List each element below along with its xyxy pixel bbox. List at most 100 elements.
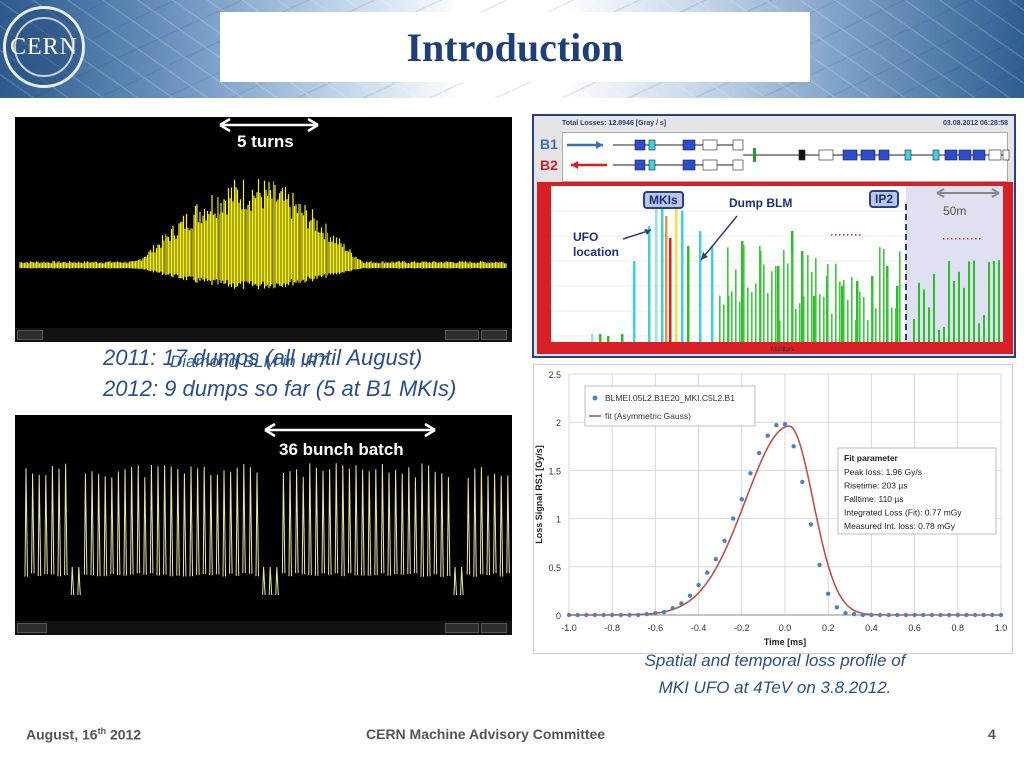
blm-bar (771, 271, 773, 342)
data-point (575, 612, 580, 618)
scope1-caption: Diamond BLM in IR7 (170, 352, 327, 371)
footer-center: CERN Machine Advisory Committee (366, 726, 606, 742)
mkis-label: MKIs (643, 191, 684, 209)
b2-arrowhead (571, 161, 578, 169)
dump-blm-arrow (700, 215, 738, 261)
data-point (808, 522, 814, 527)
threshold-dot (831, 234, 833, 236)
lattice-element (988, 149, 1002, 161)
lattice-element (732, 159, 744, 171)
blm-bar (661, 204, 664, 342)
y-tick-label: 2.5 (548, 370, 561, 380)
data-point (739, 497, 744, 502)
blm-bar (953, 281, 955, 342)
scope1-waveform (19, 117, 507, 302)
header-banner: CERN Introduction (0, 0, 1024, 98)
blm-xlabel: Monitors (771, 347, 795, 353)
lattice-element (634, 159, 646, 171)
fit-parameter-line: Falltime: 110 µs (844, 494, 904, 504)
blm-bar (665, 216, 668, 342)
blm-bar (913, 318, 915, 342)
lattice-element (732, 139, 744, 151)
lattice-element (634, 139, 646, 151)
blm-bar (968, 261, 970, 342)
fit-parameter-title: Fit parameter (844, 453, 899, 463)
blm-header: Total Losses: 12.8946 [Gray / s] 03.08.2… (562, 120, 1008, 130)
data-point (627, 612, 632, 618)
blm-bar (719, 295, 721, 342)
data-point (912, 612, 917, 618)
blm-bar (803, 296, 805, 342)
data-point (929, 612, 935, 618)
blm-bar (699, 231, 702, 342)
blm-bar (963, 287, 965, 342)
threshold-dot (967, 238, 969, 240)
threshold-dot (955, 238, 957, 240)
y-tick-label: 0.5 (548, 563, 561, 573)
data-point (756, 450, 762, 456)
ufo-location-label: UFO location (573, 230, 620, 259)
lattice-element (648, 139, 656, 151)
x-tick-label: 0.4 (865, 623, 878, 633)
blm-bar (958, 271, 960, 342)
lattice-element (682, 159, 696, 171)
legend-label-fit: fit (Asymmetric Gauss) (605, 411, 691, 421)
blm-bar (779, 320, 781, 342)
stats-line-2011: 2011: 17 dumps (all until August) (103, 345, 423, 370)
blm-bar (723, 304, 725, 342)
lattice-element (878, 149, 890, 161)
lattice-element (702, 159, 718, 171)
blm-bar (807, 254, 809, 342)
blm-bar (743, 245, 745, 342)
data-point (782, 421, 788, 427)
data-point (635, 612, 641, 618)
threshold-dot (975, 238, 977, 240)
blm-bar (933, 273, 935, 342)
data-point (765, 433, 770, 438)
blm-bar (741, 241, 744, 342)
threshold-dot (835, 234, 837, 236)
blm-bar (747, 287, 749, 342)
oscilloscope-trace-batch (15, 415, 512, 635)
beam2-label: B2 (540, 157, 558, 173)
x-tick-label: -0.4 (691, 623, 707, 633)
lattice-element (682, 139, 696, 151)
lattice-element (842, 149, 858, 161)
blm-bar (835, 263, 837, 342)
blm-bar (759, 245, 761, 342)
blm-bar (787, 263, 789, 342)
blm-bar (948, 261, 950, 342)
blm-bar (783, 250, 785, 342)
threshold-dot (979, 238, 981, 240)
x-axis-label: Time [ms] (764, 637, 806, 647)
lattice-element (860, 149, 876, 161)
lattice-element (1002, 149, 1010, 161)
blm-bar (731, 291, 733, 342)
fit-parameter-line: Integrated Loss (Fit): 0.77 mGy (844, 508, 962, 518)
blm-bar (973, 260, 975, 342)
blm-bar (879, 247, 881, 342)
blm-bar-plot: MKIs Dump BLM IP2 50m UFO location Monit… (551, 186, 1003, 353)
data-point (730, 516, 736, 521)
data-point (670, 606, 675, 611)
threshold-dot (851, 234, 853, 236)
blm-bar (777, 266, 780, 342)
oscilloscope-trace-turns (15, 117, 512, 342)
data-point (851, 611, 857, 617)
x-tick-label: -1.0 (561, 623, 577, 633)
x-tick-label: 0.8 (952, 623, 965, 633)
data-point (705, 570, 710, 575)
blm-bar (669, 238, 672, 342)
blm-bar (867, 320, 869, 342)
data-point (713, 556, 719, 562)
data-point (566, 612, 572, 618)
fit-caption-line1: Spatial and temporal loss profile of (644, 651, 906, 670)
blm-bar (791, 252, 793, 342)
blm-bar (655, 208, 658, 342)
data-point (584, 612, 589, 618)
scope2-waveform (24, 422, 510, 596)
data-point (800, 479, 805, 485)
data-point (921, 612, 926, 618)
blm-bar (998, 260, 1000, 342)
threshold-dot (855, 234, 857, 236)
